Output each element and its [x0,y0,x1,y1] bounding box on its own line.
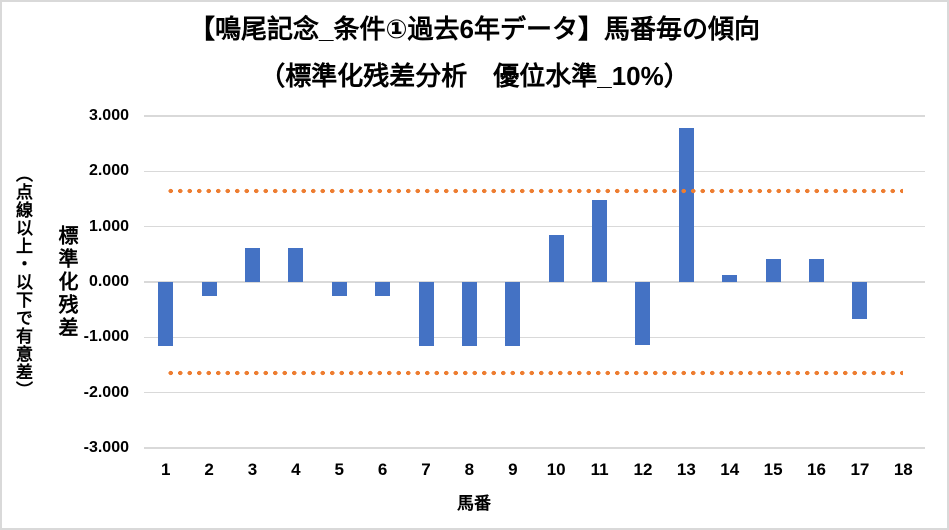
x-axis-tick-label: 5 [334,460,344,479]
bar-horse-15 [765,258,781,282]
x-axis-tick-label: 2 [204,460,214,479]
bar-horse-13 [678,127,694,282]
x-axis-tick-label: 18 [893,460,913,479]
bar-horse-16 [809,258,825,282]
x-axis-tick-label: 16 [807,460,826,479]
gridline [144,336,925,339]
bar-horse-12 [635,282,651,345]
bar-horse-10 [548,234,564,282]
x-axis-tick-label: 9 [508,460,518,479]
bar-horse-6 [375,282,391,297]
x-axis-tick-label: 15 [763,460,783,479]
y-axis-tick-label: 3.000 [88,107,129,124]
x-axis-tick-label: 8 [464,460,475,479]
bar-horse-9 [505,282,521,347]
bar-horse-3 [244,248,260,282]
y-axis-title-sub: （点線以上・以下で有意差） [13,165,32,399]
x-axis-tick-label: 6 [377,460,388,479]
bar-horse-17 [852,282,868,319]
y-axis-tick-label: 0.000 [88,273,129,290]
plot-area [144,115,925,449]
bar-horse-1 [158,282,174,347]
x-axis-tick-label: 14 [720,460,740,479]
bar-horse-2 [201,282,217,297]
y-axis-tick-label: -1.000 [83,328,129,346]
bar-horse-8 [461,282,477,347]
y-axis-tick-label: -3.000 [83,439,129,456]
chart-title: 【鳴尾記念_条件①過去6年データ】馬番毎の傾向 （標準化残差分析 優位水準_10… [2,6,947,100]
y-axis-title-main: 標準化残差 [55,224,77,340]
bar-horse-14 [722,274,738,282]
chart-title-line1: 【鳴尾記念_条件①過去6年データ】馬番毎の傾向 [189,14,760,44]
x-axis-tick-label: 4 [291,460,301,479]
gridline [144,170,925,173]
gridline [144,115,925,117]
gridline [144,281,925,283]
x-axis-tick-label: 10 [546,460,566,479]
x-axis-tick-label: 12 [633,460,653,479]
chart-title-line2: （標準化残差分析 優位水準_10%） [259,61,690,91]
x-axis-tick-label: 11 [590,460,609,479]
x-axis-title: 馬番 [457,494,491,513]
x-axis-tick-label: 1 [160,460,171,479]
x-axis-tick-label: 3 [247,460,258,479]
x-axis-tick-label: 13 [676,460,696,479]
lower-significance-threshold-line [165,370,904,376]
gridline [144,447,925,449]
y-axis-tick-label: 1.000 [88,217,129,235]
bar-horse-5 [331,282,347,297]
gridline [144,225,925,228]
upper-significance-threshold-line [165,188,904,194]
bar-horse-7 [418,282,434,347]
y-axis-tick-label: -2.000 [83,383,129,401]
x-axis-tick-label: 17 [850,460,870,479]
bar-horse-4 [288,248,304,282]
bar-horse-11 [592,199,608,282]
y-axis-tick-label: 2.000 [88,162,129,180]
x-axis-tick-label: 7 [421,460,431,479]
gridline [144,391,925,394]
